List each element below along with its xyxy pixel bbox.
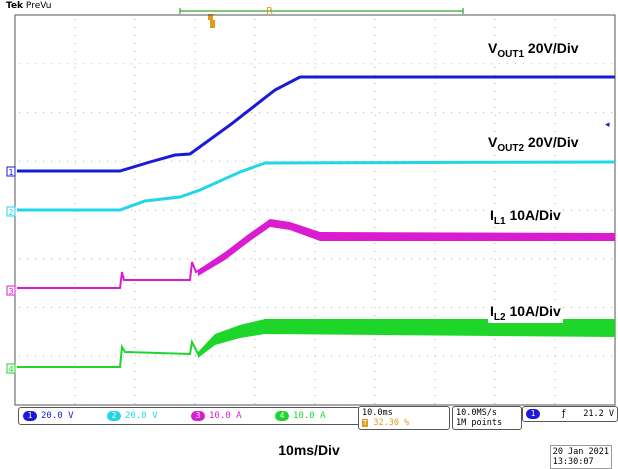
- header-bar: Tek PreVu: [6, 1, 51, 11]
- ch4-badge: 4: [275, 411, 289, 421]
- ch1-scale-value: 20.0 V: [41, 411, 74, 421]
- ch1-ground-marker[interactable]: 1: [6, 166, 16, 177]
- trigger-point-marker[interactable]: R: [266, 6, 273, 17]
- ch2-scale-value: 20.0 V: [125, 411, 158, 421]
- svg-text:1: 1: [9, 168, 14, 177]
- svg-text:4: 4: [9, 365, 14, 374]
- trigger-readout[interactable]: 1 ƒ 21.2 V: [522, 406, 618, 422]
- channel-scale-bar: 1 20.0 V 2 20.0 V 3 10.0 A 4 10.0 A: [18, 407, 360, 425]
- trigger-level-arrow[interactable]: ◂: [605, 120, 610, 130]
- ch3-ground-marker[interactable]: 3: [6, 285, 16, 296]
- ch4-scale[interactable]: 4 10.0 A: [275, 411, 359, 421]
- timestamp: 20 Jan 2021 13:30:07: [549, 445, 612, 469]
- trigger-position-icon: T: [362, 419, 369, 427]
- record-length: 1M points: [456, 418, 503, 428]
- ch1-waveform: [17, 75, 615, 173]
- label-vout2: VOUT2 20V/Div: [486, 134, 581, 154]
- time-value: 13:30:07: [552, 457, 594, 467]
- trigger-position-marker[interactable]: [208, 14, 213, 20]
- timebase-position-value: 32.30 %: [373, 418, 410, 428]
- expansion-point-marker[interactable]: [210, 20, 215, 28]
- ch3-scale[interactable]: 3 10.0 A: [191, 411, 275, 421]
- ch2-ground-marker[interactable]: 2: [6, 206, 16, 217]
- ch1-scale[interactable]: 1 20.0 V: [19, 411, 107, 421]
- ch3-ripple-band: [198, 219, 615, 276]
- ch2-badge: 2: [107, 411, 121, 421]
- timebase-position: T 32.30 %: [362, 418, 446, 428]
- label-vout1: VOUT1 20V/Div: [486, 40, 581, 60]
- acquisition-readout[interactable]: 10.0MS/s 1M points: [452, 406, 522, 430]
- rising-edge-icon: ƒ: [561, 409, 567, 419]
- timebase-readout[interactable]: 10.0ms T 32.30 %: [358, 406, 450, 430]
- ch4-ground-marker[interactable]: 4: [6, 363, 16, 374]
- ch2-waveform: [17, 160, 616, 212]
- trigger-source-badge: 1: [526, 409, 540, 419]
- time-per-div-label: 10ms/Div: [278, 442, 340, 458]
- mode-label: PreVu: [25, 1, 52, 11]
- timebase-value: 10.0ms: [362, 408, 393, 418]
- date-value: 20 Jan 2021: [552, 447, 609, 457]
- brand-label: Tek: [6, 1, 24, 11]
- svg-text:3: 3: [9, 287, 14, 296]
- ch4-scale-value: 10.0 A: [293, 411, 326, 421]
- ch3-badge: 3: [191, 411, 205, 421]
- ch3-scale-value: 10.0 A: [209, 411, 242, 421]
- sample-rate: 10.0MS/s: [456, 408, 497, 418]
- trigger-level: 21.2 V: [583, 409, 614, 419]
- ch1-badge: 1: [23, 411, 37, 421]
- label-il1: IL1 10A/Div: [488, 207, 563, 227]
- label-il2: IL2 10A/Div: [488, 303, 563, 323]
- ch2-scale[interactable]: 2 20.0 V: [107, 411, 191, 421]
- ch4-ripple-band: [198, 319, 615, 358]
- svg-text:2: 2: [9, 208, 14, 217]
